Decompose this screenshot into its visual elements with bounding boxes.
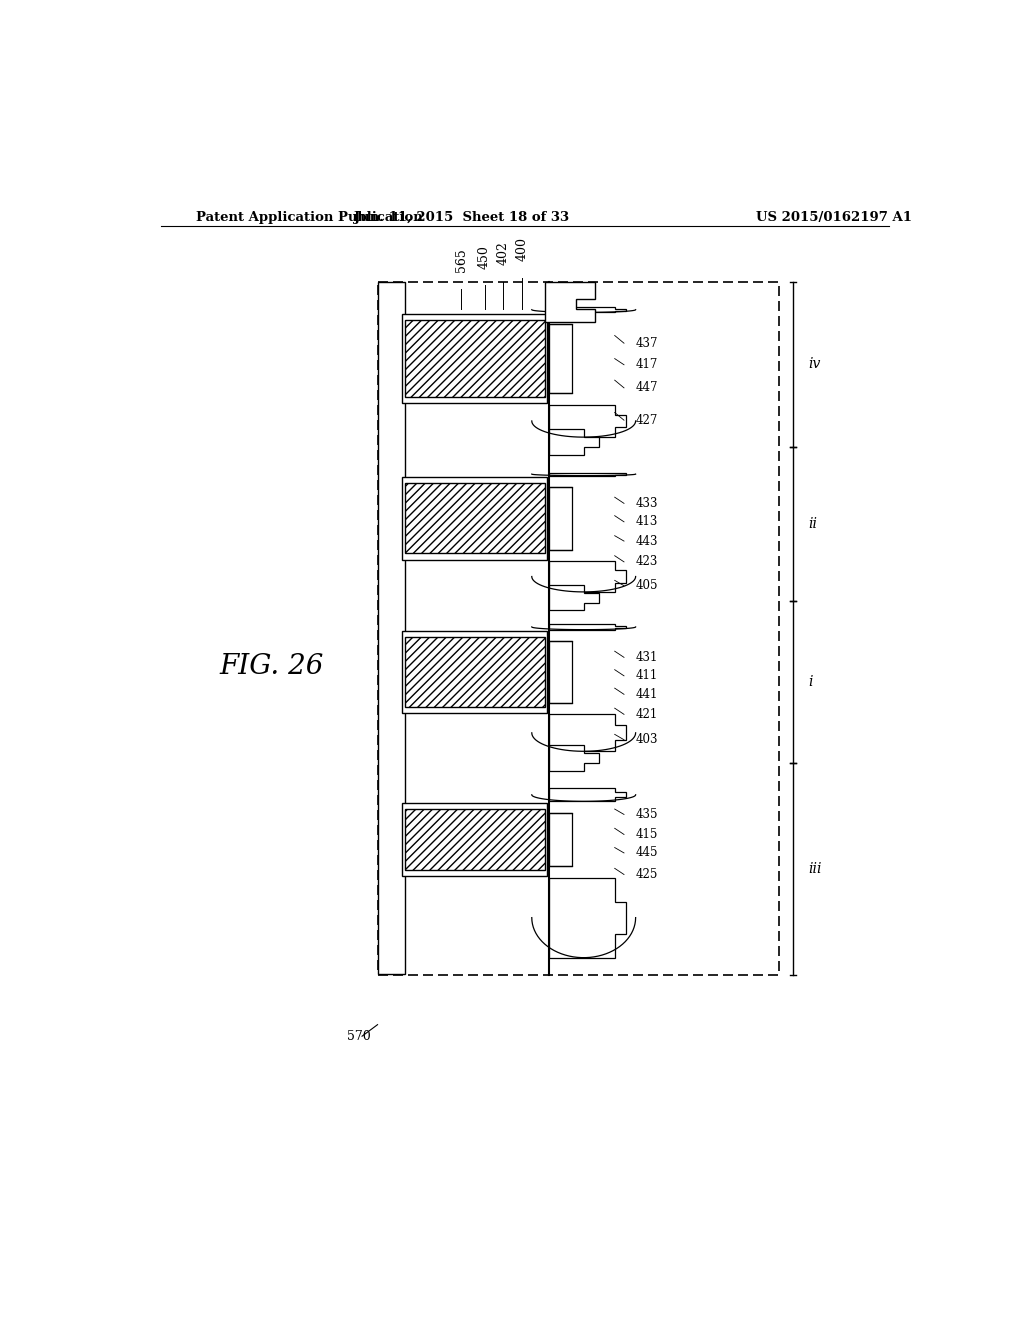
Text: FIG. 26: FIG. 26 (219, 653, 324, 680)
Bar (549, 642, 572, 702)
Text: Patent Application Publication: Patent Application Publication (197, 211, 423, 224)
Bar (401, 314, 547, 404)
Bar (378, 282, 404, 974)
Polygon shape (549, 788, 627, 801)
Text: 402: 402 (497, 240, 510, 264)
Text: 445: 445 (636, 846, 658, 859)
Text: 421: 421 (636, 708, 657, 721)
Text: 413: 413 (636, 515, 658, 528)
Text: 425: 425 (636, 869, 658, 880)
Polygon shape (549, 624, 627, 630)
Polygon shape (545, 282, 595, 322)
Polygon shape (549, 714, 627, 751)
Text: 411: 411 (636, 669, 657, 682)
Bar (401, 478, 547, 560)
Text: 417: 417 (636, 358, 658, 371)
Text: 427: 427 (636, 413, 658, 426)
Polygon shape (549, 429, 599, 455)
Bar (401, 631, 547, 713)
Text: 565: 565 (455, 248, 468, 272)
Bar (406, 483, 545, 553)
Polygon shape (549, 878, 627, 958)
Text: iv: iv (809, 358, 821, 371)
Text: 400: 400 (515, 236, 528, 261)
Text: 403: 403 (636, 733, 658, 746)
Text: 435: 435 (636, 808, 658, 821)
Polygon shape (549, 585, 599, 610)
Text: 433: 433 (636, 496, 658, 510)
Text: 450: 450 (478, 244, 490, 268)
Text: iii: iii (809, 862, 822, 875)
Bar (549, 813, 572, 866)
Text: US 2015/0162197 A1: US 2015/0162197 A1 (756, 211, 911, 224)
Text: 431: 431 (636, 651, 658, 664)
Polygon shape (549, 308, 627, 313)
Text: 423: 423 (636, 556, 658, 569)
Polygon shape (549, 405, 627, 437)
Text: 570: 570 (346, 1030, 371, 1043)
Text: 441: 441 (636, 688, 658, 701)
Bar (406, 321, 545, 397)
Bar (549, 487, 572, 549)
Bar (378, 281, 779, 974)
Text: 405: 405 (636, 579, 658, 593)
Bar (406, 809, 545, 870)
Text: 443: 443 (636, 535, 658, 548)
Bar (406, 638, 545, 706)
Bar (549, 323, 572, 393)
Text: 437: 437 (636, 337, 658, 350)
Bar (401, 803, 547, 876)
Text: Jun. 11, 2015  Sheet 18 of 33: Jun. 11, 2015 Sheet 18 of 33 (353, 211, 568, 224)
Text: 447: 447 (636, 381, 658, 395)
Text: 415: 415 (636, 828, 658, 841)
Polygon shape (549, 744, 599, 771)
Text: ii: ii (809, 517, 817, 531)
Polygon shape (549, 473, 627, 475)
Text: i: i (809, 675, 813, 689)
Polygon shape (549, 561, 627, 591)
